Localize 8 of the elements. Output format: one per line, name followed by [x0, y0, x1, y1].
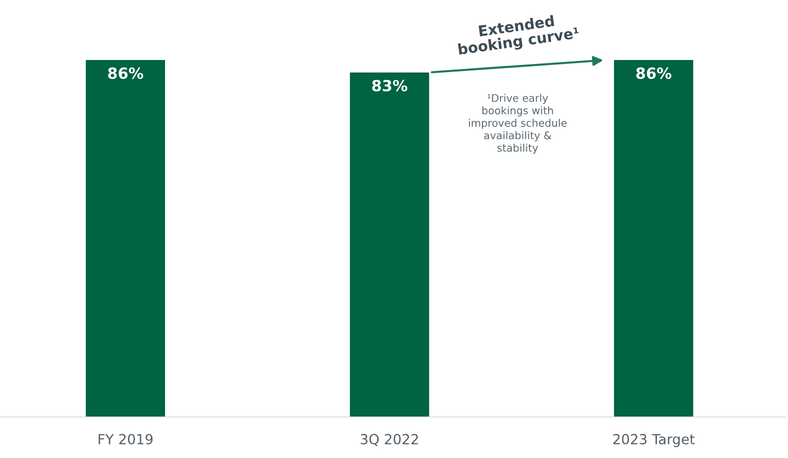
data-label: 86% — [108, 67, 144, 79]
annotation: ¹Drive early bookings with improved schedule availability & stability — [468, 94, 567, 154]
x-tick-label: 3Q 2022 — [360, 434, 418, 446]
x-tick-label: 2023 Target — [613, 434, 695, 448]
data-label: 86% — [636, 67, 672, 79]
data-label: 83% — [372, 80, 408, 92]
x-tick-label: FY 2019 — [98, 434, 153, 444]
text: Extended booking curve¹ — [458, 14, 580, 58]
